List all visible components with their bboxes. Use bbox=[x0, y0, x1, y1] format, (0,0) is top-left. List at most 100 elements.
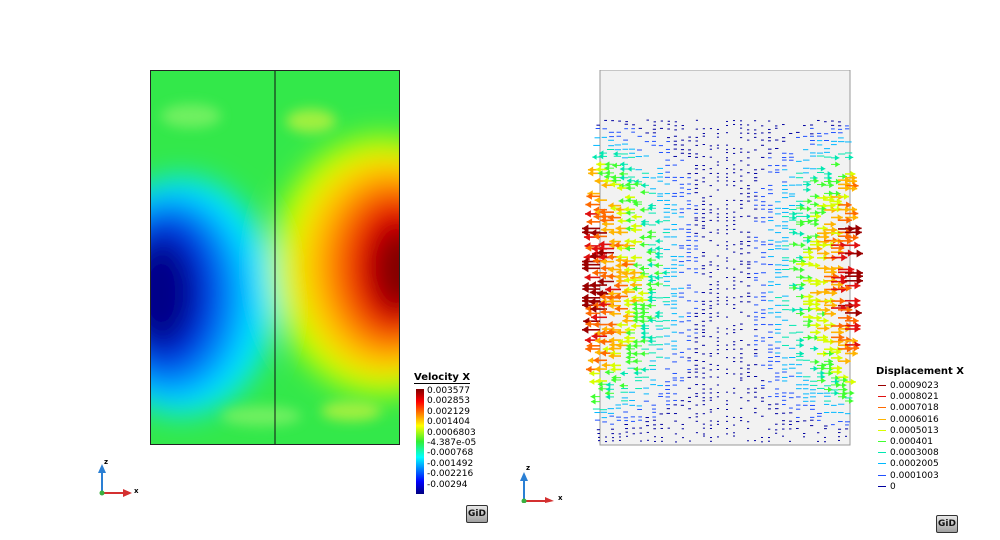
displacement-arrowhead bbox=[822, 225, 828, 232]
displacement-arrowhead bbox=[831, 289, 838, 297]
displacement-arrowhead bbox=[654, 313, 660, 319]
displacement-arrowhead bbox=[655, 238, 660, 244]
displacement-arrowhead bbox=[631, 322, 637, 329]
displacement-arrowhead bbox=[648, 317, 653, 324]
displacement-arrowhead bbox=[639, 265, 645, 272]
displacement-arrowhead bbox=[615, 256, 622, 264]
displacement-arrowhead bbox=[623, 206, 629, 213]
displacement-arrowhead bbox=[609, 181, 615, 188]
displacement-arrowhead bbox=[616, 210, 622, 217]
gid-logo-right: GiD bbox=[936, 515, 958, 533]
displacement-arrowhead bbox=[589, 370, 595, 377]
x-axis-label: x bbox=[134, 487, 139, 495]
displacement-arrowhead bbox=[605, 285, 612, 294]
displacement-arrowhead bbox=[799, 310, 805, 317]
legend-swatch bbox=[878, 407, 886, 409]
displacement-legend-item: 0.0005013 bbox=[878, 426, 939, 436]
displacement-arrowhead bbox=[616, 321, 622, 329]
displacement-arrowhead bbox=[814, 178, 819, 184]
displacement-arrowhead bbox=[633, 358, 638, 364]
displacement-arrowhead bbox=[595, 377, 601, 385]
displacement-legend-item: 0.0001003 bbox=[878, 471, 939, 481]
displacement-arrowhead bbox=[806, 181, 811, 188]
displacement-arrowhead bbox=[590, 305, 597, 313]
displacement-arrowhead bbox=[606, 328, 613, 336]
displacement-arrowhead bbox=[613, 241, 620, 249]
velocity-tick-label: 0.002853 bbox=[427, 396, 470, 407]
displacement-arrowhead bbox=[633, 310, 638, 317]
displacement-arrowhead bbox=[596, 289, 603, 298]
displacement-arrowhead bbox=[641, 182, 646, 189]
displacement-arrowhead bbox=[837, 214, 843, 221]
displacement-arrowhead bbox=[614, 282, 620, 290]
displacement-arrowhead bbox=[614, 292, 620, 300]
displacement-arrowhead bbox=[855, 228, 862, 237]
displacement-arrowhead bbox=[850, 378, 856, 385]
displacement-arrowhead bbox=[612, 162, 617, 169]
displacement-arrowhead bbox=[630, 226, 636, 234]
displacement-arrowhead bbox=[599, 338, 606, 346]
displacement-legend-item: 0.0003008 bbox=[878, 448, 939, 458]
displacement-arrowhead bbox=[799, 254, 804, 261]
displacement-arrowhead bbox=[610, 366, 616, 373]
displacement-arrowhead bbox=[585, 309, 592, 317]
displacement-arrowhead bbox=[831, 277, 837, 285]
displacement-arrowhead bbox=[615, 262, 621, 269]
displacement-arrowhead bbox=[824, 325, 830, 332]
displacement-arrowhead bbox=[605, 394, 611, 400]
displacement-arrowhead bbox=[608, 336, 615, 344]
displacement-arrowhead bbox=[836, 349, 842, 356]
displacement-arrowhead bbox=[836, 368, 842, 376]
displacement-arrowhead bbox=[793, 285, 798, 291]
displacement-arrowhead bbox=[828, 386, 833, 393]
displacement-arrowhead bbox=[593, 213, 600, 221]
displacement-arrowhead bbox=[593, 232, 599, 240]
displacement-arrowhead bbox=[852, 350, 858, 357]
displacement-arrowhead bbox=[654, 262, 659, 269]
displacement-arrowhead bbox=[654, 281, 660, 287]
displacement-arrowhead bbox=[617, 184, 623, 192]
displacement-arrowhead bbox=[586, 218, 593, 226]
displacement-arrowhead bbox=[592, 154, 597, 160]
displacement-arrowhead bbox=[841, 277, 848, 286]
displacement-arrowhead bbox=[619, 166, 625, 172]
displacement-arrowhead bbox=[600, 258, 607, 266]
displacement-arrowhead bbox=[622, 270, 628, 278]
displacement-arrowhead bbox=[591, 245, 598, 253]
displacement-arrowhead bbox=[600, 349, 606, 357]
displacement-arrowhead bbox=[609, 242, 615, 249]
legend-label: 0.0002005 bbox=[890, 459, 939, 470]
displacement-arrowhead bbox=[624, 276, 630, 284]
legend-label: 0.0007018 bbox=[890, 403, 939, 414]
displacement-arrowhead bbox=[585, 200, 592, 209]
displacement-arrowhead bbox=[588, 170, 594, 177]
displacement-arrowhead bbox=[632, 350, 638, 357]
displacement-arrowhead bbox=[835, 190, 841, 197]
displacement-arrowhead bbox=[640, 334, 646, 340]
displacement-arrowhead bbox=[827, 171, 833, 177]
displacement-arrowhead bbox=[625, 354, 631, 361]
displacement-arrowhead bbox=[621, 260, 628, 268]
displacement-arrowhead bbox=[639, 234, 645, 241]
displacement-arrowhead bbox=[806, 238, 812, 244]
displacement-arrowhead bbox=[609, 362, 615, 369]
displacement-arrowhead bbox=[845, 357, 851, 365]
displacement-arrowhead bbox=[815, 301, 821, 308]
displacement-legend-item: 0.000401 bbox=[878, 437, 933, 447]
displacement-arrowhead bbox=[854, 301, 861, 309]
displacement-arrowhead bbox=[852, 234, 859, 241]
legend-swatch bbox=[878, 396, 886, 398]
legend-label: 0.000401 bbox=[890, 437, 933, 447]
displacement-arrowhead bbox=[647, 273, 653, 280]
legend-label: 0 bbox=[890, 481, 896, 492]
displacement-arrowhead bbox=[854, 282, 861, 290]
displacement-legend-item: 0.0006016 bbox=[878, 415, 939, 425]
displacement-arrowhead bbox=[589, 252, 596, 261]
displacement-arrowhead bbox=[842, 393, 847, 400]
displacement-arrowhead bbox=[585, 320, 592, 328]
displacement-arrowhead bbox=[799, 337, 805, 343]
displacement-arrowhead bbox=[815, 322, 821, 329]
displacement-arrowhead bbox=[808, 249, 814, 256]
displacement-arrowhead bbox=[630, 269, 636, 276]
displacement-arrowhead bbox=[600, 264, 607, 272]
